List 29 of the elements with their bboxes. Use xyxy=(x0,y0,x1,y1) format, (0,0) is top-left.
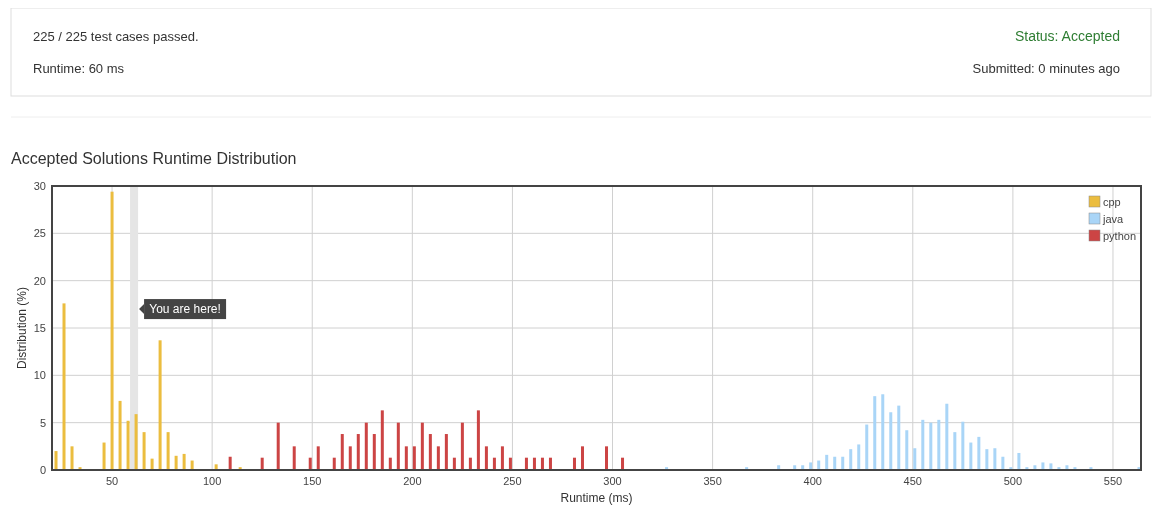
y-tick-label: 20 xyxy=(33,274,46,287)
x-tick-label: 150 xyxy=(303,475,322,487)
x-tick-label: 450 xyxy=(903,475,922,487)
legend-label: cpp xyxy=(1103,196,1121,208)
x-tick-label: 50 xyxy=(105,475,119,487)
x-axis-title: Runtime (ms) xyxy=(560,491,633,505)
x-tick-label: 500 xyxy=(1003,475,1023,487)
text: Submitted: 0 minutes ago xyxy=(972,61,1120,76)
text: Status: Accepted xyxy=(1014,28,1120,44)
x-tick-label: 250 xyxy=(503,475,522,487)
x-tick-label: 400 xyxy=(803,475,822,487)
y-tick-label: 15 xyxy=(33,322,46,334)
x-tick-label: 350 xyxy=(703,475,722,487)
text: 225 / 225 test cases passed. xyxy=(33,29,199,44)
y-tick-label: 10 xyxy=(33,369,46,382)
y-tick-label: 0 xyxy=(39,464,46,476)
y-tick-label: 5 xyxy=(39,416,46,429)
y-tick-label: 25 xyxy=(33,227,46,240)
chart-title: Accepted Solutions Runtime Distribution xyxy=(11,150,297,167)
legend-label: python xyxy=(1103,230,1137,242)
legend-label: java xyxy=(1102,213,1125,225)
x-tick-label: 550 xyxy=(1103,475,1123,487)
x-tick-label: 300 xyxy=(603,475,622,487)
y-axis-title: Distribution (%) xyxy=(15,286,29,370)
y-tick-label: 30 xyxy=(33,180,46,192)
text: Runtime: 60 ms xyxy=(33,61,125,76)
x-tick-label: 200 xyxy=(403,475,422,487)
x-tick-label: 100 xyxy=(202,475,222,487)
band-label: You are here! xyxy=(149,302,221,317)
